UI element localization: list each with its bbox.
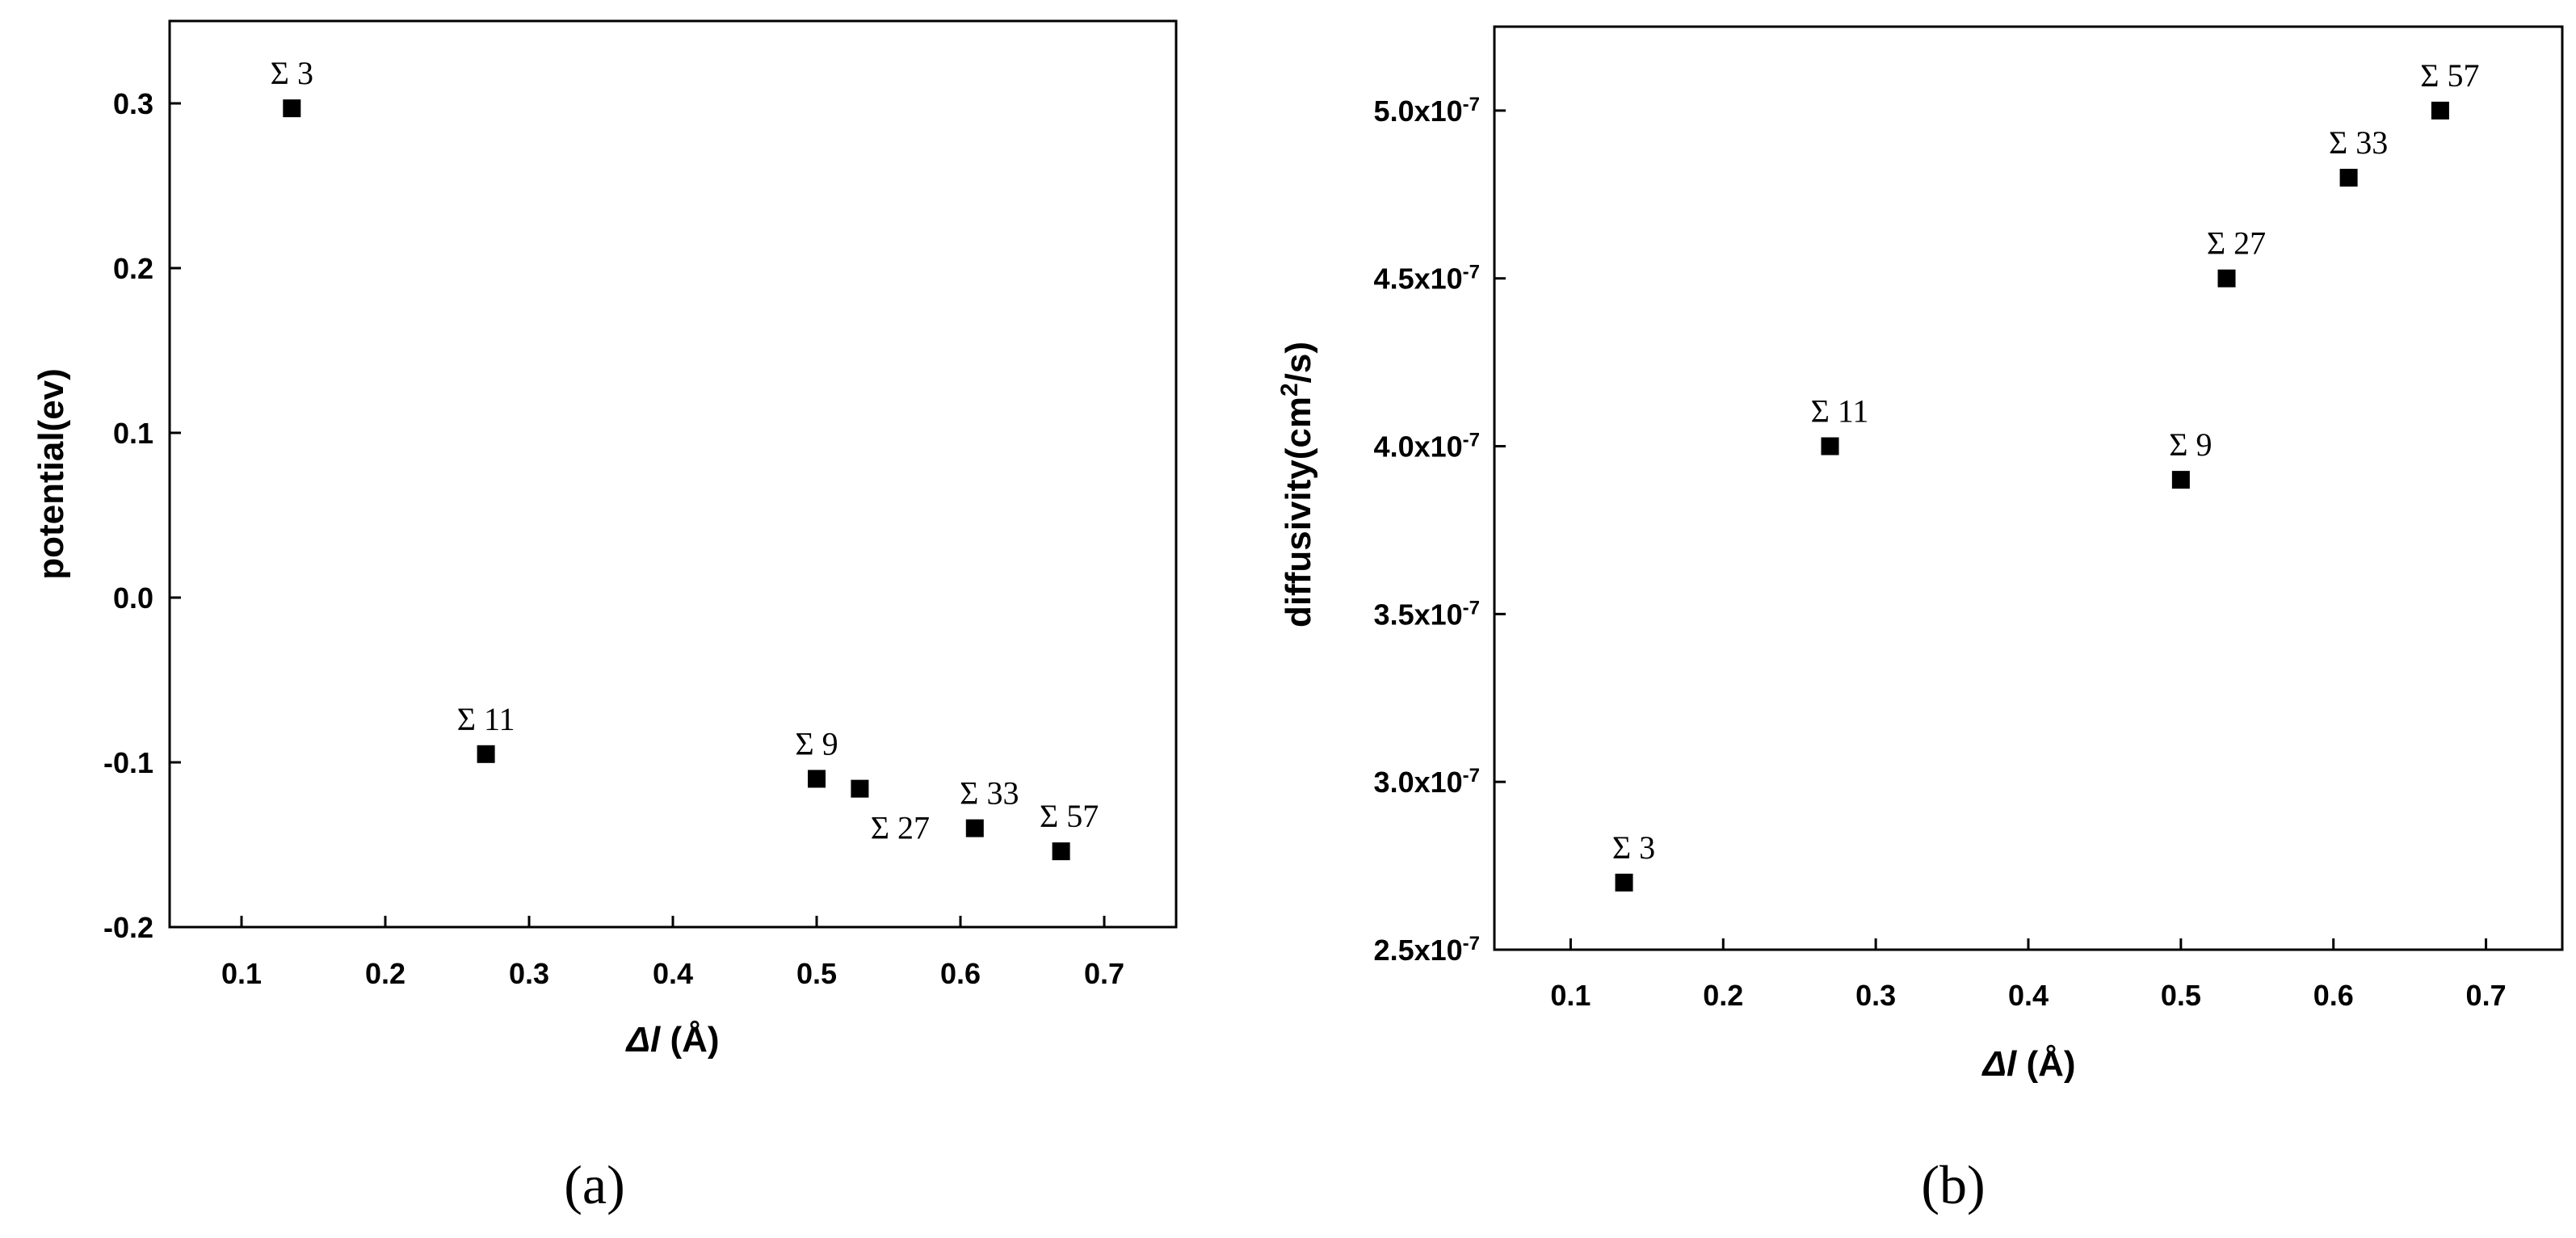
x-tick-label: 0.2 [1703,979,1743,1012]
x-tick-label: 0.4 [653,957,693,990]
panel-b-x-axis: 0.1 0.2 0.3 0.4 0.5 0.6 0.7 [1550,938,2507,1012]
x-tick-label: 0.7 [1084,957,1124,990]
data-point-marker [965,819,984,837]
y-tick-label: 2.5x10-7 [1374,933,1480,967]
panel-b-diffusivity-chart: 0.1 0.2 0.3 0.4 0.5 0.6 0.7 2.5x10-7 3.0x10-7 3.… [1276,25,2564,1215]
data-point-label: Σ 33 [2329,124,2388,161]
panel-b-label: (b) [1921,1154,1985,1215]
data-point-marker [1821,437,1839,455]
x-tick-label: 0.6 [2313,979,2354,1012]
data-point-marker [2339,169,2358,187]
data-point-label: Σ 57 [2420,57,2479,94]
y-tick-label: 0.2 [113,252,153,285]
panel-a-y-axis-title: potential(ev) [32,368,71,580]
data-point-label: Σ 57 [1040,798,1099,834]
panel-a-label: (a) [564,1154,624,1215]
panel-b-y-axis: 2.5x10-7 3.0x10-7 3.5x10-7 4.0x10-7 4.5x10-7… [1374,93,1506,967]
x-tick-label: 0.5 [796,957,837,990]
x-tick-label: 0.3 [1855,979,1896,1012]
data-point-marker [477,745,495,763]
panel-a-x-axis-title: Δl (Å) [624,1020,719,1060]
data-point-marker [1052,842,1070,861]
y-tick-label: 4.0x10-7 [1374,429,1480,464]
data-point-label: Σ 3 [271,55,313,91]
data-point-label: Σ 27 [871,810,930,846]
data-point-label: Σ 11 [1811,393,1869,430]
x-tick-label: 0.6 [940,957,981,990]
panel-a-plot-frame [168,19,1178,929]
x-tick-label: 0.5 [2161,979,2201,1012]
panel-b-x-axis-title: Δl (Å) [1981,1044,2075,1084]
x-tick-label: 0.7 [2466,979,2507,1012]
panel-b-plot-frame [1493,25,2564,951]
y-tick-label: 0.0 [113,581,153,615]
y-tick-label: 5.0x10-7 [1374,93,1480,128]
y-tick-label: 3.0x10-7 [1374,765,1480,799]
x-tick-label: 0.3 [509,957,549,990]
panel-b-x-axis-unit: (Å) [2016,1044,2075,1084]
y-tick-label: -0.1 [103,746,153,779]
panel-a-x-axis: 0.1 0.2 0.3 0.4 0.5 0.6 0.7 [221,916,1124,990]
data-point-label: Σ 11 [457,701,515,737]
data-point-label: Σ 9 [2169,426,2212,463]
data-point-marker [808,770,826,788]
x-tick-label: 0.4 [2008,979,2049,1012]
data-point-marker [1615,873,1633,892]
panel-b-y-axis-title: diffusivity(cm2/s) [1276,342,1319,627]
data-point-marker [2171,471,2190,489]
panel-a-y-axis: -0.2 -0.1 0.0 0.1 0.2 0.3 [103,87,181,944]
data-point-label: Σ 9 [795,725,838,762]
panel-b-data-points: Σ 3 Σ 11 Σ 9 Σ 27 Σ 33 Σ 57 [1612,57,2480,892]
data-point-marker [851,779,869,798]
x-tick-label: 0.2 [365,957,406,990]
data-point-label: Σ 3 [1612,829,1655,866]
data-point-marker [2431,101,2449,120]
x-tick-label: 0.1 [1550,979,1591,1012]
panel-a-data-points: Σ 3 Σ 11 Σ 9 Σ 27 Σ 33 Σ 57 [271,55,1099,861]
data-point-marker [283,99,301,118]
data-point-label: Σ 27 [2207,225,2266,262]
panel-a-x-axis-unit: (Å) [660,1020,719,1060]
data-point-marker [2217,269,2236,287]
panel-a-potential-chart: 0.1 0.2 0.3 0.4 0.5 0.6 0.7 -0.2-0.10.00.10.20… [32,19,1178,1215]
y-tick-label: 0.3 [113,87,153,120]
y-tick-label: 3.5x10-7 [1374,597,1480,632]
y-tick-label: 4.5x10-7 [1374,261,1480,296]
y-tick-label: -0.2 [103,911,153,944]
y-tick-label: 0.1 [113,417,153,450]
x-tick-label: 0.1 [221,957,262,990]
data-point-label: Σ 33 [960,775,1019,812]
